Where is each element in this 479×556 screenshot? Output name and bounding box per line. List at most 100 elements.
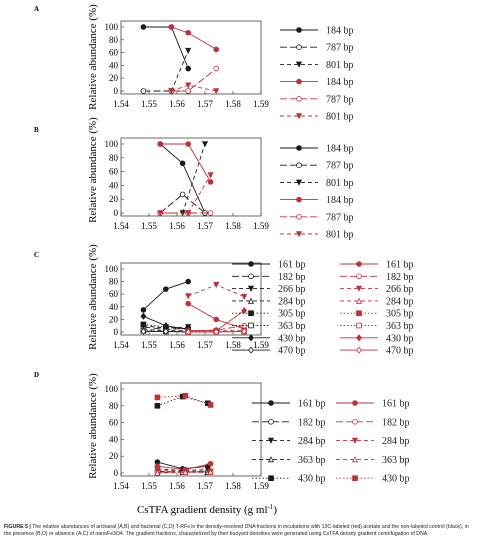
data-point bbox=[207, 402, 214, 408]
legend-marker bbox=[248, 334, 254, 342]
panel-label: D bbox=[34, 371, 39, 379]
legend-marker bbox=[267, 437, 275, 444]
legend-entry: 161 bp bbox=[252, 399, 326, 410]
legend: 184 bp 787 bp 801 bp 184 bp 787 bp 801 bp bbox=[280, 26, 354, 123]
legend-entry: 470 bp bbox=[232, 346, 306, 357]
y-tick-label: 0 bbox=[114, 327, 119, 337]
legend-marker bbox=[247, 285, 255, 292]
legend-entry: 363 bp bbox=[336, 455, 410, 466]
legend-label: 184 bp bbox=[326, 26, 354, 37]
data-point bbox=[182, 468, 189, 475]
legend-entry: 305 bp bbox=[232, 309, 306, 320]
legend-entry: 284 bp bbox=[252, 436, 326, 447]
series-line bbox=[188, 325, 245, 332]
plot-frame bbox=[120, 137, 262, 217]
legend-marker bbox=[296, 78, 302, 85]
legend-entry: 787 bp bbox=[280, 94, 354, 105]
y-tick-label: 80 bbox=[109, 401, 119, 411]
y-tick-label: 60 bbox=[109, 418, 119, 428]
legend: 184 bp 787 bp 801 bp 184 bp 787 bp 801 bp bbox=[280, 144, 354, 241]
series-black-184-bp bbox=[140, 24, 192, 72]
legend-label: 430 bp bbox=[278, 333, 306, 344]
legend-marker bbox=[295, 179, 303, 186]
legend-entry: 363 bp bbox=[252, 455, 326, 466]
xlabel: CsTFA gradient density (g ml-1) bbox=[137, 503, 277, 516]
x-tick-label: 1.55 bbox=[141, 340, 157, 350]
legend-marker bbox=[268, 475, 274, 481]
y-tick-label: 0 bbox=[114, 208, 119, 218]
x-tick-label: 1.57 bbox=[197, 481, 213, 491]
x-tick-label: 1.56 bbox=[169, 99, 185, 109]
series-red-470-bp bbox=[185, 327, 248, 336]
x-tick-label: 1.57 bbox=[197, 340, 213, 350]
legend-label: 161 bp bbox=[386, 260, 414, 271]
legend-entry: 284 bp bbox=[336, 436, 410, 447]
legend-label: 184 bp bbox=[326, 195, 354, 206]
legend-entry: 430 bp bbox=[336, 474, 410, 485]
y-tick-label: 60 bbox=[109, 48, 119, 58]
legend-entry: 184 bp bbox=[280, 26, 354, 37]
y-tick-label: 20 bbox=[109, 314, 119, 324]
legend-label: 363 bp bbox=[298, 455, 326, 466]
data-point bbox=[157, 141, 164, 147]
x-tick-label: 1.59 bbox=[253, 99, 269, 109]
legend-entry: 305 bp bbox=[340, 309, 414, 320]
legend-label: 363 bp bbox=[382, 455, 410, 466]
legend-entry: 161 bp bbox=[232, 260, 306, 271]
xlabel-text: CsTFA gradient density (g ml bbox=[137, 504, 268, 516]
x-tick-label: 1.55 bbox=[141, 221, 157, 231]
panel-b: B 0 20 40 60 80 100 1.54 1.55 1.56 1.57 1.58 1.59 184… bbox=[34, 126, 354, 241]
y-tick-label: 80 bbox=[109, 277, 119, 287]
legend-label: 787 bp bbox=[326, 212, 354, 223]
legend-label: 363 bp bbox=[278, 321, 306, 332]
legend-entry: 787 bp bbox=[280, 43, 354, 54]
series-red-430-bp bbox=[154, 392, 214, 408]
legend-label: 182 bp bbox=[382, 417, 410, 428]
legend-entry: 363 bp bbox=[340, 321, 414, 332]
legend-marker bbox=[248, 322, 254, 329]
legend-marker bbox=[352, 418, 358, 425]
data-point bbox=[140, 24, 147, 30]
legend-label: 470 bp bbox=[386, 346, 414, 357]
legend-marker bbox=[296, 96, 302, 102]
y-tick-label: 0 bbox=[114, 86, 119, 96]
legend-marker bbox=[296, 162, 302, 169]
panel-label: C bbox=[34, 251, 39, 259]
x-tick-label: 1.59 bbox=[253, 481, 269, 491]
ylabel-a: Relative abundance (%) bbox=[87, 4, 99, 110]
y-tick-label: 0 bbox=[114, 468, 119, 478]
legend-marker bbox=[248, 273, 254, 280]
legend-entry: 430 bp bbox=[232, 333, 306, 344]
data-point bbox=[207, 179, 214, 185]
legend-entry: 184 bp bbox=[280, 195, 354, 206]
y-tick-label: 20 bbox=[109, 73, 119, 83]
data-point bbox=[213, 65, 220, 72]
data-point bbox=[163, 286, 169, 292]
legend-label: 182 bp bbox=[386, 272, 414, 283]
data-point bbox=[241, 293, 248, 301]
legend-label: 430 bp bbox=[382, 474, 410, 485]
data-point bbox=[185, 328, 192, 336]
data-point bbox=[207, 210, 214, 216]
data-point bbox=[185, 88, 192, 94]
panel-label: B bbox=[34, 126, 39, 134]
legend-entry: 266 bp bbox=[340, 284, 414, 295]
legend-marker bbox=[296, 44, 302, 50]
data-point bbox=[241, 307, 248, 315]
legend-entry: 430 bp bbox=[252, 474, 326, 485]
legend-label: 801 bp bbox=[326, 230, 354, 241]
series-black-470-bp bbox=[140, 327, 192, 336]
legend-marker bbox=[248, 261, 254, 267]
legend-marker bbox=[356, 310, 362, 316]
legend-marker bbox=[268, 418, 274, 425]
legend-label: 182 bp bbox=[278, 272, 306, 283]
legend-marker bbox=[268, 400, 274, 406]
legend-label: 284 bp bbox=[298, 436, 326, 447]
legend-marker bbox=[295, 113, 303, 120]
data-point bbox=[140, 307, 147, 313]
figure-caption: FIGURE 5 | The relative abundances of ar… bbox=[4, 524, 475, 538]
data-point bbox=[207, 468, 214, 475]
series-red-184-bp bbox=[157, 141, 214, 185]
data-point bbox=[185, 82, 192, 89]
data-point bbox=[241, 327, 248, 335]
